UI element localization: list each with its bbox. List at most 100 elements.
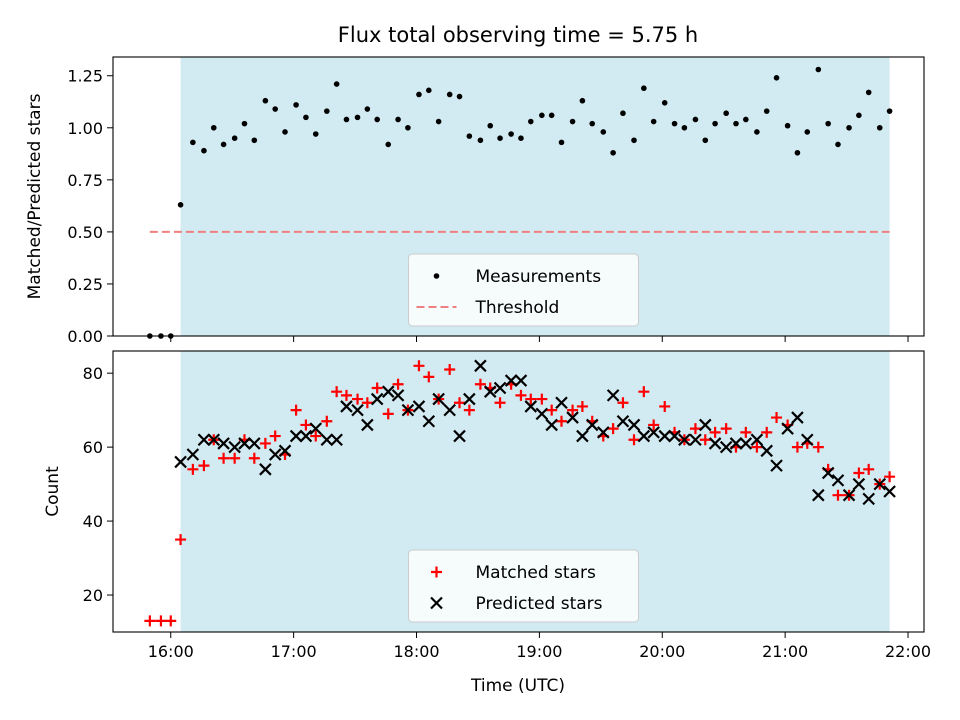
matched-star-point xyxy=(659,400,671,412)
predicted-star-point xyxy=(309,422,323,435)
measurement-point xyxy=(324,108,330,114)
predicted-star-point xyxy=(422,414,436,428)
measurement-point xyxy=(865,89,872,96)
measurement-point xyxy=(177,202,184,208)
predicted-star-point xyxy=(883,485,896,498)
measurement-point xyxy=(354,114,361,121)
matched-star-point xyxy=(709,426,721,438)
measurement-point xyxy=(201,147,207,154)
predicted-star-point xyxy=(862,492,875,506)
measurement-point xyxy=(487,122,494,129)
matched-star-point xyxy=(454,397,466,409)
matched-star-point xyxy=(444,363,456,375)
predicted-star-point xyxy=(597,426,610,439)
matched-star-point xyxy=(229,452,241,464)
matched-star-point xyxy=(628,434,640,446)
x-tick-label: 19:00 xyxy=(516,642,562,661)
measurement-point xyxy=(579,97,586,104)
measurement-point xyxy=(784,122,791,129)
predicted-star-point xyxy=(535,407,549,421)
measurement-point xyxy=(558,139,565,146)
matched-star-point xyxy=(638,386,650,398)
measurement-point xyxy=(733,120,739,127)
measurement-point xyxy=(272,106,279,112)
x-tick-label: 17:00 xyxy=(271,642,317,661)
matched-star-point xyxy=(340,389,352,401)
measurement-point xyxy=(712,120,718,127)
predicted-star-point xyxy=(770,459,783,472)
matched-star-point xyxy=(155,615,167,627)
matched-star-point xyxy=(617,397,629,409)
matched-star-point xyxy=(474,378,486,390)
predicted-star-point xyxy=(289,429,303,443)
matched-star-point xyxy=(300,419,312,431)
matched-star-point xyxy=(648,419,660,431)
measurement-point xyxy=(385,141,392,148)
matched-star-point xyxy=(791,441,803,453)
measurement-point xyxy=(723,110,729,117)
measurement-point xyxy=(650,118,657,125)
predicted-star-point xyxy=(566,411,579,424)
legend-box xyxy=(408,253,639,327)
measurement-point xyxy=(825,120,831,127)
matched-star-point xyxy=(187,463,199,475)
predicted-star-point xyxy=(330,433,343,447)
measurement-point xyxy=(374,116,380,123)
x-axis-label: Time (UTC) xyxy=(470,676,565,696)
y-axis-label: Matched/Predicted stars xyxy=(25,93,45,299)
predicted-star-point xyxy=(174,455,187,469)
predicted-star-point xyxy=(791,411,804,424)
matched-star-point xyxy=(423,371,435,383)
measurement-point xyxy=(886,108,893,114)
predicted-star-point xyxy=(821,466,835,480)
predicted-star-point xyxy=(555,396,568,410)
measurement-point xyxy=(446,91,453,98)
matched-star-point xyxy=(165,615,177,627)
matched-star-point xyxy=(463,404,475,416)
measurement-point xyxy=(220,141,227,148)
predicted-star-point xyxy=(514,374,528,387)
predicted-star-point xyxy=(432,392,445,406)
measurement-point xyxy=(395,116,401,123)
predicted-star-point xyxy=(228,440,241,454)
x-tick-label: 21:00 xyxy=(762,642,808,661)
measurement-point xyxy=(589,120,596,127)
x-tick-label: 22:00 xyxy=(885,642,931,661)
matched-star-point xyxy=(175,534,187,546)
matched-star-point xyxy=(413,360,425,372)
matched-star-point xyxy=(740,426,752,438)
matched-star-point xyxy=(331,386,343,398)
matched-star-point xyxy=(310,430,322,442)
predicted-star-point xyxy=(443,403,456,417)
predicted-star-point xyxy=(493,381,507,395)
predicted-star-point xyxy=(340,400,353,413)
matched-star-point xyxy=(751,441,763,453)
matched-star-point xyxy=(248,452,260,464)
matched-star-point xyxy=(771,412,783,424)
predicted-star-point xyxy=(524,400,538,413)
legend-label: Predicted stars xyxy=(476,594,603,614)
matched-star-point xyxy=(761,426,773,438)
matched-star-point xyxy=(567,404,579,416)
measurement-point xyxy=(343,116,350,123)
measurement-point xyxy=(466,133,473,139)
legend-marker-matched xyxy=(431,566,442,578)
measurement-point xyxy=(773,75,780,81)
y-tick-label: 80 xyxy=(83,364,103,383)
matched-star-point xyxy=(382,408,394,420)
predicted-star-point xyxy=(351,403,364,417)
predicted-star-point xyxy=(217,437,230,450)
predicted-star-point xyxy=(186,448,200,461)
predicted-star-point xyxy=(708,437,722,450)
predicted-star-point xyxy=(576,429,589,443)
measurement-point xyxy=(262,97,269,104)
measurement-point xyxy=(508,131,514,137)
predicted-star-point xyxy=(729,437,743,450)
matched-star-point xyxy=(218,452,230,464)
predicted-star-point xyxy=(627,418,641,432)
predicted-star-point xyxy=(391,389,405,402)
measurement-point xyxy=(210,124,217,131)
predicted-star-point xyxy=(606,389,620,402)
x-tick-label: 16:00 xyxy=(148,642,194,661)
